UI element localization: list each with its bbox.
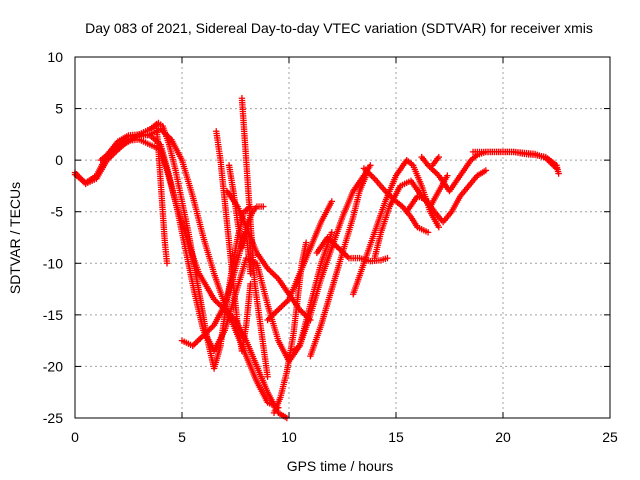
y-tick-label: -25 [43, 410, 63, 426]
y-tick-label: -10 [43, 255, 63, 271]
data-point [328, 229, 335, 236]
plot-frame [74, 56, 611, 419]
data-point [435, 223, 442, 231]
data-point [384, 254, 391, 262]
series-10 [238, 95, 271, 380]
x-tick-label: 10 [281, 429, 297, 445]
series-7 [213, 128, 254, 355]
data-point [553, 165, 560, 172]
y-tick-label: -20 [43, 358, 63, 374]
grid [75, 57, 610, 418]
data-point [328, 198, 335, 205]
chart-title: Day 083 of 2021, Sidereal Day-to-day VTE… [85, 20, 593, 36]
series-14 [307, 172, 370, 360]
x-axis-label: GPS time / hours [287, 458, 394, 474]
series-19 [403, 167, 490, 226]
x-tick-label: 0 [71, 429, 79, 445]
y-tick-label: -15 [43, 307, 63, 323]
series-12 [264, 198, 335, 324]
y-tick-label: 10 [47, 49, 63, 65]
data-point [163, 260, 171, 267]
axis-ticks: 0 5 10 15 20 25 -25 -20 -15 -10 -5 0 5 10 [43, 49, 618, 445]
data-point [555, 170, 562, 177]
x-tick-label: 20 [495, 429, 511, 445]
series-11 [270, 239, 310, 417]
x-tick-label: 5 [178, 429, 186, 445]
data-point [367, 162, 374, 169]
y-tick-label: 0 [55, 152, 63, 168]
x-tick-label: 25 [602, 429, 618, 445]
data-point [482, 167, 490, 174]
series-13 [290, 162, 374, 355]
data-point [444, 172, 451, 179]
series-9 [225, 162, 254, 277]
data-point [435, 153, 442, 161]
series-5 [153, 120, 171, 267]
y-axis-label: SDTVAR / TECUs [7, 182, 23, 294]
data-point [424, 229, 432, 236]
data-points [71, 95, 562, 422]
x-tick-label: 15 [388, 429, 404, 445]
y-tick-label: 5 [55, 101, 63, 117]
data-point [260, 203, 267, 210]
data-point [302, 239, 310, 246]
y-tick-label: -5 [51, 204, 64, 220]
series-21 [429, 153, 442, 169]
series-22 [469, 148, 560, 172]
data-point [247, 270, 254, 277]
data-point [264, 373, 271, 380]
